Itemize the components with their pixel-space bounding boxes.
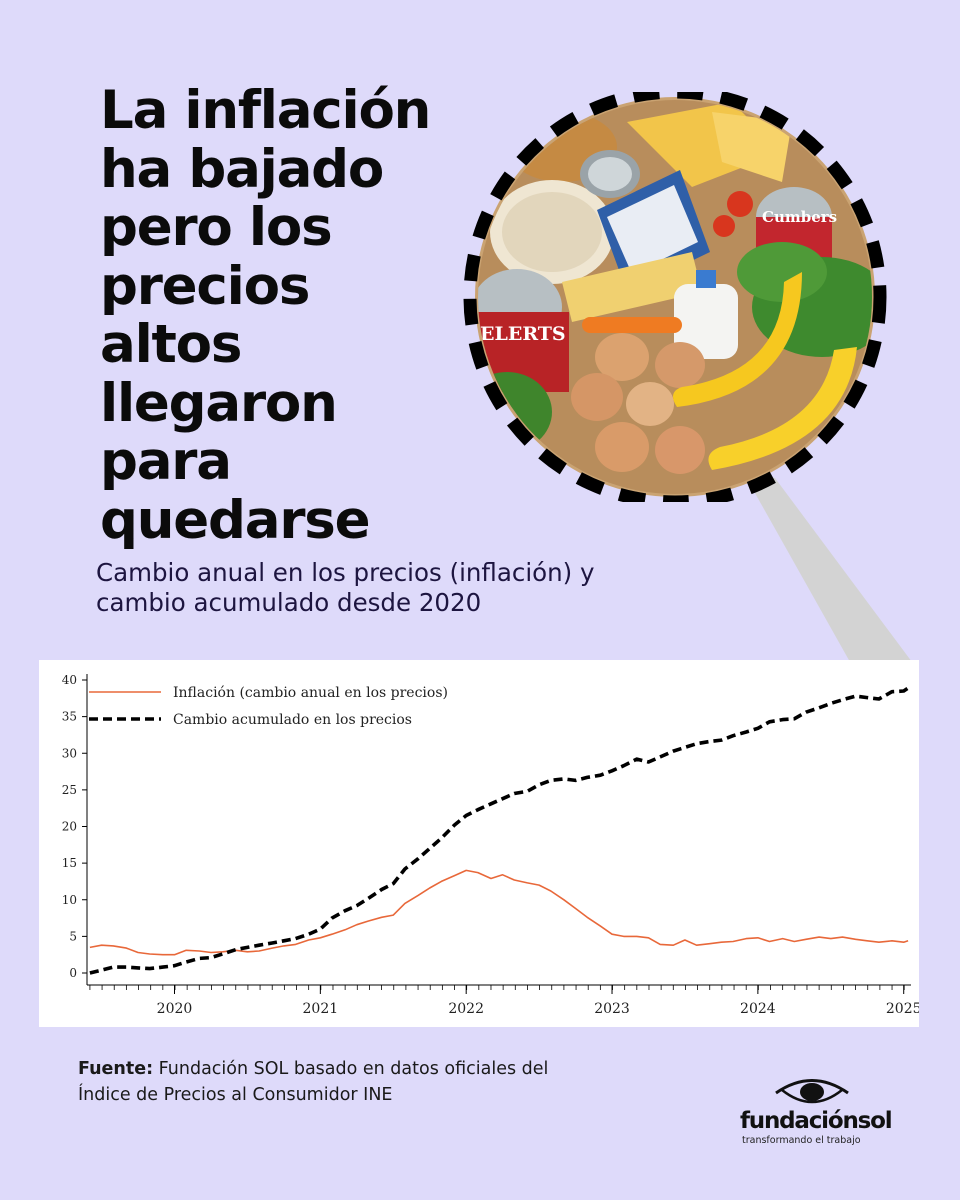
chart-subtitle: Cambio anual en los precios (inflación) …: [96, 558, 736, 618]
headline-line: ha bajado: [100, 138, 384, 200]
logo-tagline: transformando el trabajo: [742, 1135, 861, 1146]
chart-series: [89, 686, 910, 975]
legend-label-cumulative: Cambio acumulado en los precios: [173, 712, 412, 728]
headline: La inflación ha bajado pero los precios …: [100, 80, 480, 551]
y-tick-label: 0: [69, 966, 77, 980]
x-tick-label: 2021: [303, 1001, 339, 1017]
x-tick-label: 2020: [157, 1001, 193, 1017]
x-tick-label: 2024: [740, 1001, 776, 1017]
eye-logo-icon: [775, 1079, 849, 1104]
inflation-line: [89, 869, 909, 956]
cumulative-line: [89, 686, 910, 975]
y-tick-label: 30: [62, 746, 77, 760]
groceries-basket-image: Cumbers ELERTS: [463, 92, 887, 502]
source-line-1: Fuente: Fundación SOL basado en datos of…: [78, 1056, 678, 1082]
y-tick-label: 10: [62, 893, 77, 907]
headline-line: quedarse: [100, 489, 371, 551]
headline-line: precios: [100, 255, 310, 317]
food-items: Cumbers ELERTS: [478, 100, 872, 494]
chart-legend: Inflación (cambio anual en los precios) …: [89, 685, 448, 728]
callout-connector: [742, 470, 912, 662]
logo-name: fundaciónsol: [740, 1108, 893, 1134]
fundacion-sol-logo: fundaciónsol transformando el trabajo: [740, 1076, 900, 1156]
subtitle-line: cambio acumulado desde 2020: [96, 588, 482, 617]
y-tick-label: 35: [62, 710, 77, 724]
headline-line: La inflación: [100, 80, 431, 141]
y-tick-label: 5: [69, 929, 77, 943]
y-tick-label: 40: [62, 673, 77, 687]
source-text-2: Índice de Precios al Consumidor INE: [78, 1085, 393, 1105]
source-label: Fuente:: [78, 1059, 154, 1079]
headline-line: pero los: [100, 197, 333, 258]
x-tick-label: 2022: [448, 1001, 484, 1017]
legend-label-inflation: Inflación (cambio anual en los precios): [173, 685, 448, 701]
source-text-1: Fundación SOL basado en datos oficiales …: [153, 1059, 549, 1079]
chart-panel: 0 5 10 15 20 25 30 35 40 2020 2021 2022 2023 2024 2025…: [39, 660, 922, 1027]
x-tick-label: 2023: [594, 1001, 630, 1017]
headline-line: llegaron: [100, 372, 338, 434]
y-tick-label: 15: [62, 856, 77, 870]
source-note: Fuente: Fundación SOL basado en datos of…: [78, 1056, 678, 1108]
subtitle-line: Cambio anual en los precios (inflación) …: [96, 558, 595, 587]
can-label-left: ELERTS: [480, 323, 566, 345]
y-tick-label: 20: [62, 820, 77, 834]
x-tick-label: 2025: [886, 1001, 919, 1017]
y-tick-label: 25: [62, 783, 77, 797]
headline-line: altos: [100, 314, 242, 375]
headline-line: para: [100, 431, 232, 492]
can-label-right: Cumbers: [762, 208, 837, 226]
